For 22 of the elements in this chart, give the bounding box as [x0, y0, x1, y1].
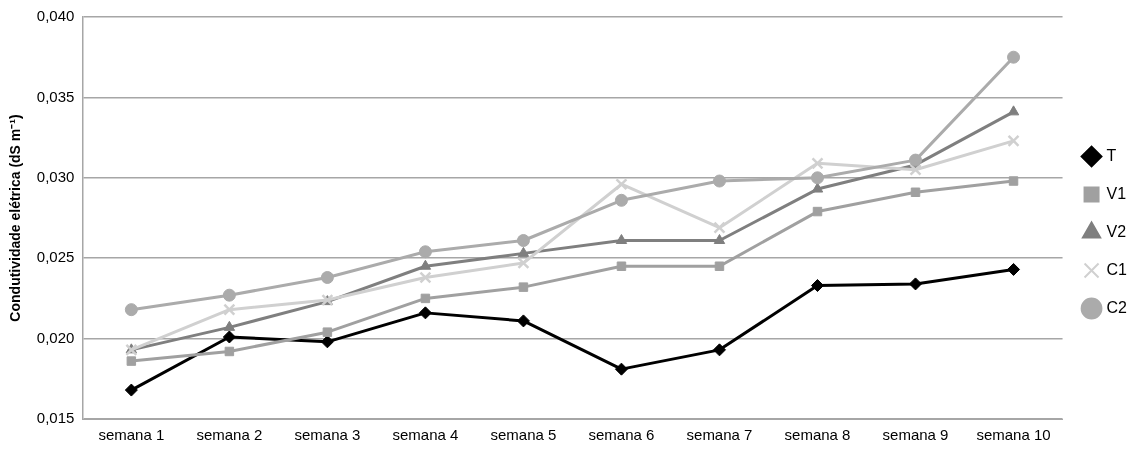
y-tick-label: 0,020 [36, 328, 75, 346]
legend-label: C2 [1106, 298, 1128, 316]
y-tick-label: 0,030 [36, 167, 75, 185]
x-tick-label: semana 10 [976, 426, 1051, 444]
x-tick-label: semana 3 [294, 426, 361, 444]
legend-label: V2 [1106, 222, 1127, 240]
x-tick-label: semana 2 [196, 426, 263, 444]
y-tick-label: 0,025 [36, 248, 75, 266]
x-tick-label: semana 5 [490, 426, 557, 444]
x-tick-label: semana 8 [784, 426, 851, 444]
x-tick-label: semana 1 [98, 426, 165, 444]
y-axis-title: Condutividade elétrica (dS m⁻¹) [7, 114, 24, 322]
x-tick-label: semana 9 [882, 426, 949, 444]
x-tick-label: semana 6 [588, 426, 655, 444]
y-tick-label: 0,040 [36, 7, 75, 25]
legend-label: C1 [1106, 260, 1128, 278]
legend-label: V1 [1106, 184, 1127, 202]
x-tick-label: semana 4 [392, 426, 459, 444]
x-tick-label: semana 7 [686, 426, 753, 444]
y-tick-label: 0,015 [36, 409, 75, 427]
legend-label: T [1106, 146, 1117, 164]
y-tick-label: 0,035 [36, 87, 75, 105]
